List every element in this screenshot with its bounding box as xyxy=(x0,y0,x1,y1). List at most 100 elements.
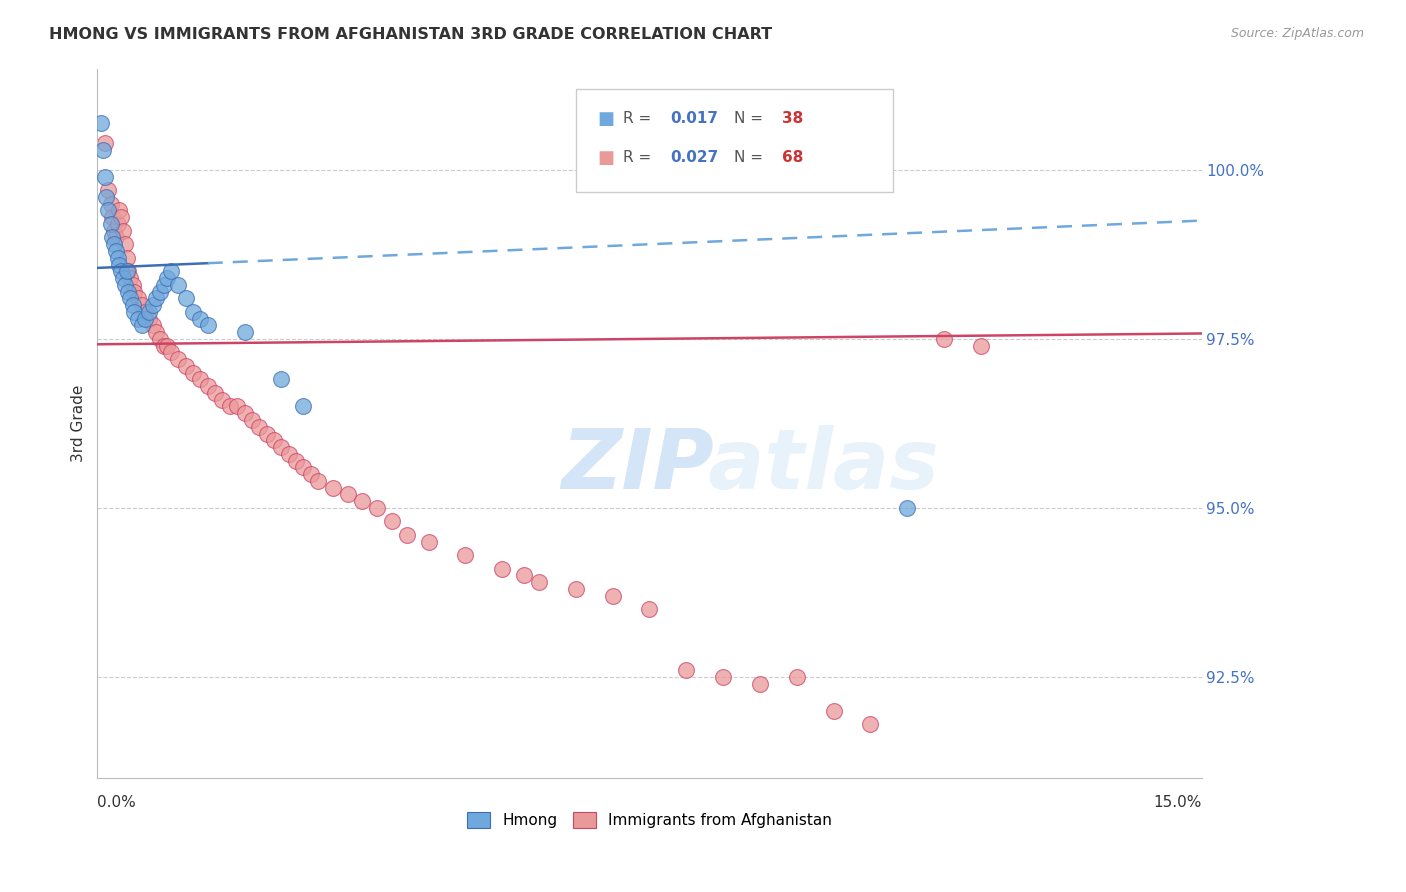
Point xyxy=(174,359,197,373)
Point xyxy=(101,230,124,244)
Point xyxy=(90,115,112,129)
Point xyxy=(418,534,440,549)
Point xyxy=(110,211,132,225)
Point xyxy=(112,271,135,285)
Point xyxy=(240,413,263,427)
Point xyxy=(366,500,388,515)
Point xyxy=(104,244,127,258)
Text: 38: 38 xyxy=(782,112,803,126)
Point xyxy=(527,575,550,590)
Point xyxy=(131,318,153,333)
Text: ZIPatlas: ZIPatlas xyxy=(561,425,939,507)
Point xyxy=(197,379,219,393)
Point xyxy=(748,676,770,690)
Point xyxy=(117,264,139,278)
Point xyxy=(115,264,138,278)
Text: ■: ■ xyxy=(598,149,614,167)
Point xyxy=(233,325,256,339)
Point xyxy=(218,400,240,414)
Point xyxy=(292,460,315,475)
Legend: Hmong, Immigrants from Afghanistan: Hmong, Immigrants from Afghanistan xyxy=(461,806,838,834)
Point xyxy=(156,338,179,352)
Point xyxy=(190,311,212,326)
Point xyxy=(256,426,278,441)
Point xyxy=(103,237,125,252)
Point xyxy=(336,487,359,501)
Point xyxy=(145,291,167,305)
Point xyxy=(197,318,219,333)
Point xyxy=(211,392,233,407)
Point xyxy=(270,372,292,386)
Text: 0.027: 0.027 xyxy=(671,151,718,165)
Point xyxy=(112,224,135,238)
Point xyxy=(93,169,115,184)
Point xyxy=(233,406,256,420)
Point xyxy=(152,338,174,352)
Point xyxy=(138,305,160,319)
Point xyxy=(108,203,131,218)
Point xyxy=(292,400,315,414)
Point xyxy=(134,311,156,326)
Point xyxy=(120,271,142,285)
Point xyxy=(277,447,299,461)
Point xyxy=(181,366,204,380)
Point xyxy=(104,230,127,244)
Text: HMONG VS IMMIGRANTS FROM AFGHANISTAN 3RD GRADE CORRELATION CHART: HMONG VS IMMIGRANTS FROM AFGHANISTAN 3RD… xyxy=(49,27,772,42)
Text: 0.0%: 0.0% xyxy=(97,795,136,810)
Point xyxy=(114,237,136,252)
Point xyxy=(149,285,172,299)
Point xyxy=(121,298,143,312)
Point xyxy=(121,277,143,292)
Text: N =: N = xyxy=(734,151,768,165)
Point xyxy=(263,434,285,448)
Point xyxy=(395,528,418,542)
Point xyxy=(108,258,131,272)
Point xyxy=(190,372,212,386)
Point xyxy=(101,211,124,225)
Point xyxy=(145,325,167,339)
Point xyxy=(454,548,477,562)
Point xyxy=(107,251,129,265)
Point xyxy=(786,670,808,684)
Point xyxy=(127,311,149,326)
Point xyxy=(675,663,697,677)
Point xyxy=(247,419,270,434)
Point xyxy=(122,305,145,319)
Point xyxy=(122,285,145,299)
Point xyxy=(117,285,139,299)
Point xyxy=(167,277,190,292)
Point xyxy=(285,453,308,467)
Point xyxy=(100,217,122,231)
Point xyxy=(93,136,115,150)
Point xyxy=(138,311,160,326)
Point xyxy=(270,440,292,454)
Point xyxy=(181,305,204,319)
Point xyxy=(107,217,129,231)
Text: ZIP: ZIP xyxy=(561,425,714,507)
Text: 15.0%: 15.0% xyxy=(1153,795,1202,810)
Point xyxy=(152,277,174,292)
Point xyxy=(96,190,118,204)
Point xyxy=(174,291,197,305)
Point xyxy=(299,467,322,481)
Point xyxy=(638,602,661,616)
Point xyxy=(859,717,882,731)
Point xyxy=(226,400,249,414)
Text: 0.017: 0.017 xyxy=(671,112,718,126)
Point xyxy=(110,264,132,278)
Text: 68: 68 xyxy=(782,151,803,165)
Point xyxy=(381,515,404,529)
Point xyxy=(565,582,588,596)
Point xyxy=(711,670,734,684)
Point xyxy=(204,386,226,401)
Point xyxy=(131,298,153,312)
Point xyxy=(149,332,172,346)
Point xyxy=(115,251,138,265)
Point xyxy=(142,298,165,312)
Point xyxy=(97,183,120,197)
Point xyxy=(103,224,125,238)
Point xyxy=(134,305,156,319)
Point xyxy=(352,494,374,508)
Point xyxy=(97,203,120,218)
Point xyxy=(156,271,179,285)
